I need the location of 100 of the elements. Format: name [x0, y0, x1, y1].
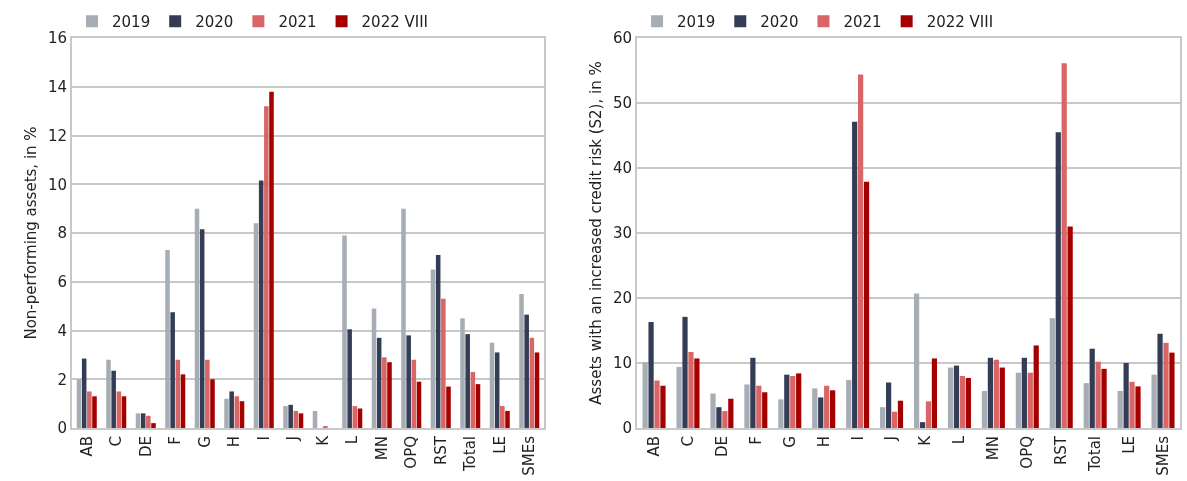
bar [1021, 357, 1027, 428]
x-tick-label: MN [984, 436, 1003, 461]
bar [654, 380, 660, 428]
y-tick-label: 4 [57, 321, 67, 340]
bar [722, 411, 728, 428]
legend-label: 2022 VIII [926, 13, 994, 32]
y-tick-label: 12 [47, 126, 67, 145]
bar [812, 388, 818, 428]
bar [210, 379, 215, 428]
legend-label: 2020 [760, 13, 799, 32]
y-tick-label: 8 [57, 224, 67, 243]
bar [135, 413, 141, 428]
x-tick-label: L [343, 435, 362, 445]
bar [1033, 345, 1039, 428]
bar [778, 399, 784, 428]
x-tick-label: SMEs [520, 435, 539, 476]
bar [1129, 381, 1135, 428]
bar [106, 359, 111, 428]
bar [1089, 348, 1095, 428]
x-tick-label: J [284, 436, 303, 442]
bar [1123, 363, 1129, 428]
bar [1055, 132, 1061, 428]
x-tick-label: G [780, 436, 799, 448]
y-tick-label: 0 [622, 419, 633, 438]
bar [682, 316, 688, 428]
bar [660, 385, 666, 428]
bar [465, 334, 470, 428]
bar [505, 410, 510, 428]
bar [229, 391, 234, 428]
bar [264, 106, 269, 428]
legend-label: 2021 [843, 13, 882, 32]
bar [885, 382, 892, 428]
bar [880, 407, 886, 428]
bar [1061, 63, 1067, 428]
y-tick-label: 10 [612, 354, 633, 373]
x-tick-label: J [882, 436, 901, 442]
x-tick-label: F [166, 436, 185, 445]
bar [959, 376, 966, 428]
bar [863, 181, 870, 428]
x-tick-label: F [746, 436, 765, 445]
bar [1135, 386, 1141, 428]
bar [694, 358, 700, 428]
y-tick-label: 6 [57, 273, 67, 291]
bar [500, 406, 505, 428]
bar [710, 393, 716, 428]
x-tick-label: LE [1119, 436, 1138, 454]
x-tick-label: OPQ [402, 436, 421, 469]
bar [931, 358, 938, 428]
bar [111, 370, 116, 428]
bar [858, 74, 864, 428]
x-tick-label: Total [461, 436, 480, 473]
bar [298, 413, 304, 428]
bar [1151, 374, 1157, 428]
bar [441, 298, 446, 428]
bar [852, 121, 858, 428]
bar [981, 390, 988, 428]
y-tick-label: 60 [612, 29, 633, 48]
bar [401, 208, 406, 428]
x-tick-label: C [678, 436, 697, 447]
bar [347, 329, 352, 428]
y-tick-label: 40 [612, 159, 633, 178]
bar [288, 404, 293, 428]
bar [824, 385, 830, 428]
x-tick-label: C [107, 436, 126, 447]
x-tick-label: RST [1052, 435, 1071, 466]
bar [1117, 390, 1123, 428]
x-tick-label: I [254, 436, 273, 441]
x-tick-label: K [916, 434, 935, 446]
bar [676, 366, 682, 428]
y-tick-label: 2 [57, 370, 67, 389]
bar [1083, 383, 1089, 428]
bar [1095, 361, 1101, 428]
bar [688, 351, 694, 428]
bar [524, 314, 529, 428]
bar [342, 235, 347, 428]
x-tick-label: MN [372, 436, 391, 461]
y-tick-label: 0 [57, 419, 67, 438]
x-tick-label: H [814, 436, 833, 448]
bar [790, 376, 796, 428]
legend-label: 2019 [112, 13, 151, 32]
bar [406, 335, 411, 428]
bar [728, 398, 734, 428]
bar [165, 250, 170, 428]
x-tick-label: AB [77, 436, 96, 457]
bar [716, 407, 722, 428]
bar [993, 359, 999, 428]
bar [648, 322, 654, 428]
bar [796, 373, 802, 428]
bar [205, 359, 210, 428]
x-tick-label: G [195, 436, 214, 448]
bar [1163, 342, 1169, 428]
x-tick-label: AB [644, 436, 663, 457]
bar [913, 293, 920, 428]
bar [830, 390, 836, 428]
bar [953, 365, 960, 428]
bar [784, 374, 790, 428]
bar [269, 91, 274, 428]
bar [987, 357, 994, 428]
x-tick-label: Total [1086, 436, 1105, 473]
bar [947, 367, 954, 428]
